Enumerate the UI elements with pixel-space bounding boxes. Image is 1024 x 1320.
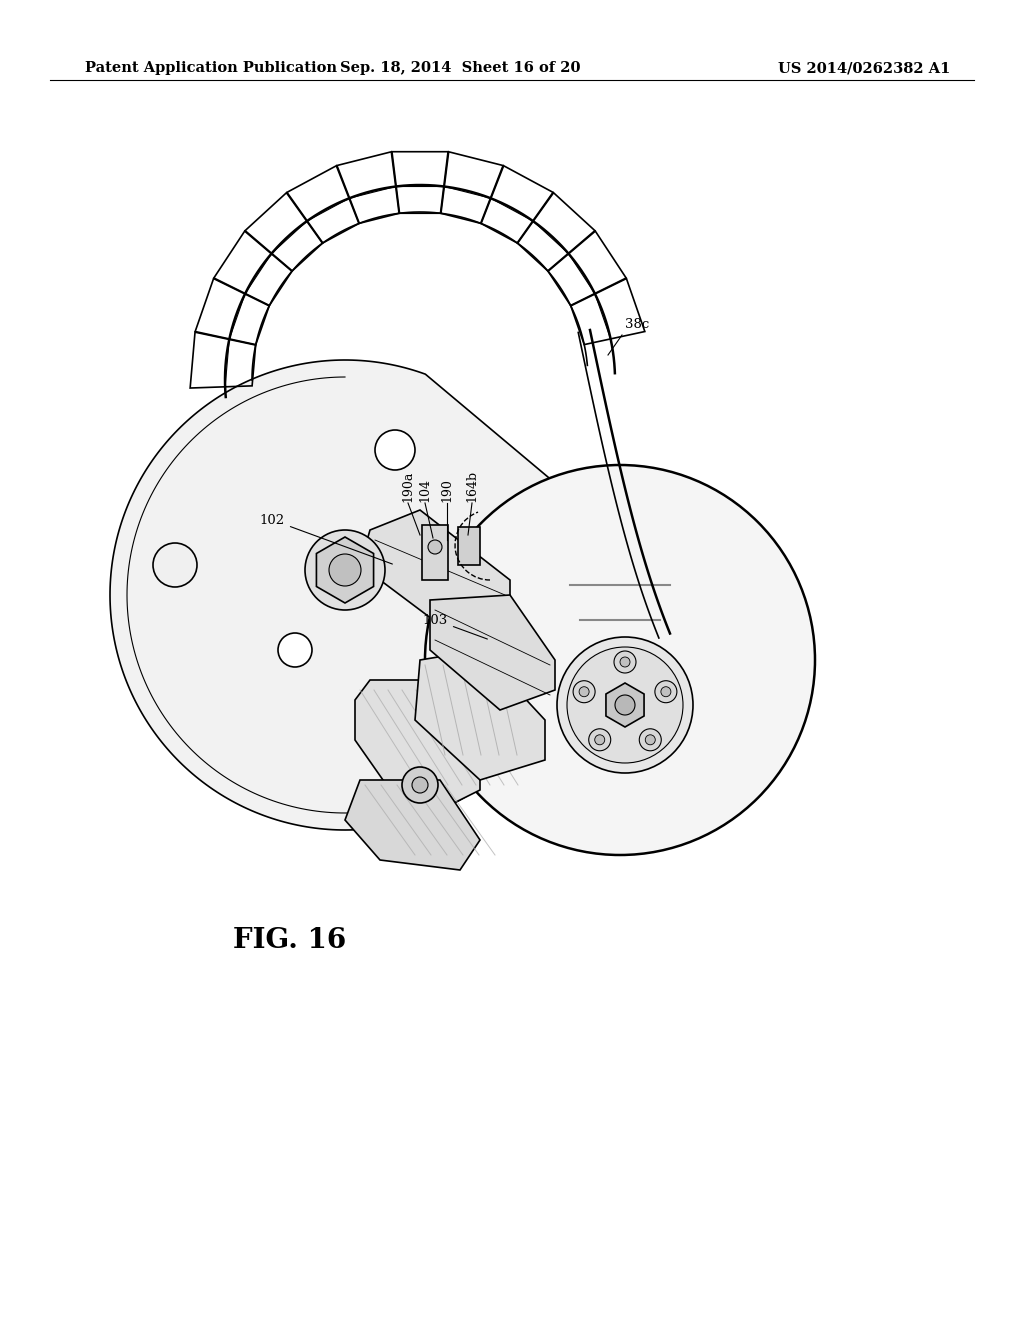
Polygon shape bbox=[606, 682, 644, 727]
Circle shape bbox=[425, 465, 815, 855]
Text: US 2014/0262382 A1: US 2014/0262382 A1 bbox=[777, 61, 950, 75]
Text: 104: 104 bbox=[419, 478, 431, 502]
Polygon shape bbox=[110, 360, 580, 830]
Text: 102: 102 bbox=[260, 513, 392, 564]
Polygon shape bbox=[355, 680, 480, 810]
Circle shape bbox=[615, 696, 635, 715]
Text: 190: 190 bbox=[440, 478, 454, 502]
Circle shape bbox=[620, 657, 630, 667]
Polygon shape bbox=[458, 527, 480, 565]
Circle shape bbox=[305, 531, 385, 610]
Circle shape bbox=[412, 777, 428, 793]
Circle shape bbox=[428, 540, 442, 554]
Text: 38c: 38c bbox=[625, 318, 649, 331]
Polygon shape bbox=[345, 780, 480, 870]
Circle shape bbox=[589, 729, 610, 751]
Circle shape bbox=[595, 735, 605, 744]
Circle shape bbox=[614, 651, 636, 673]
Polygon shape bbox=[360, 510, 510, 640]
Polygon shape bbox=[316, 537, 374, 603]
Circle shape bbox=[573, 681, 595, 702]
Text: 190a: 190a bbox=[401, 471, 415, 502]
Circle shape bbox=[557, 638, 693, 774]
Circle shape bbox=[329, 554, 361, 586]
Text: 164b: 164b bbox=[466, 470, 478, 502]
Polygon shape bbox=[422, 525, 449, 579]
Text: FIG. 16: FIG. 16 bbox=[233, 927, 347, 953]
Polygon shape bbox=[415, 649, 545, 780]
Circle shape bbox=[375, 430, 415, 470]
Text: 103: 103 bbox=[423, 614, 487, 639]
Text: Sep. 18, 2014  Sheet 16 of 20: Sep. 18, 2014 Sheet 16 of 20 bbox=[340, 61, 581, 75]
Circle shape bbox=[655, 681, 677, 702]
Circle shape bbox=[402, 767, 438, 803]
Circle shape bbox=[660, 686, 671, 697]
Circle shape bbox=[639, 729, 662, 751]
Circle shape bbox=[645, 735, 655, 744]
Circle shape bbox=[153, 543, 197, 587]
Circle shape bbox=[278, 634, 312, 667]
Circle shape bbox=[580, 686, 589, 697]
Circle shape bbox=[567, 647, 683, 763]
Polygon shape bbox=[430, 595, 555, 710]
Text: Patent Application Publication: Patent Application Publication bbox=[85, 61, 337, 75]
